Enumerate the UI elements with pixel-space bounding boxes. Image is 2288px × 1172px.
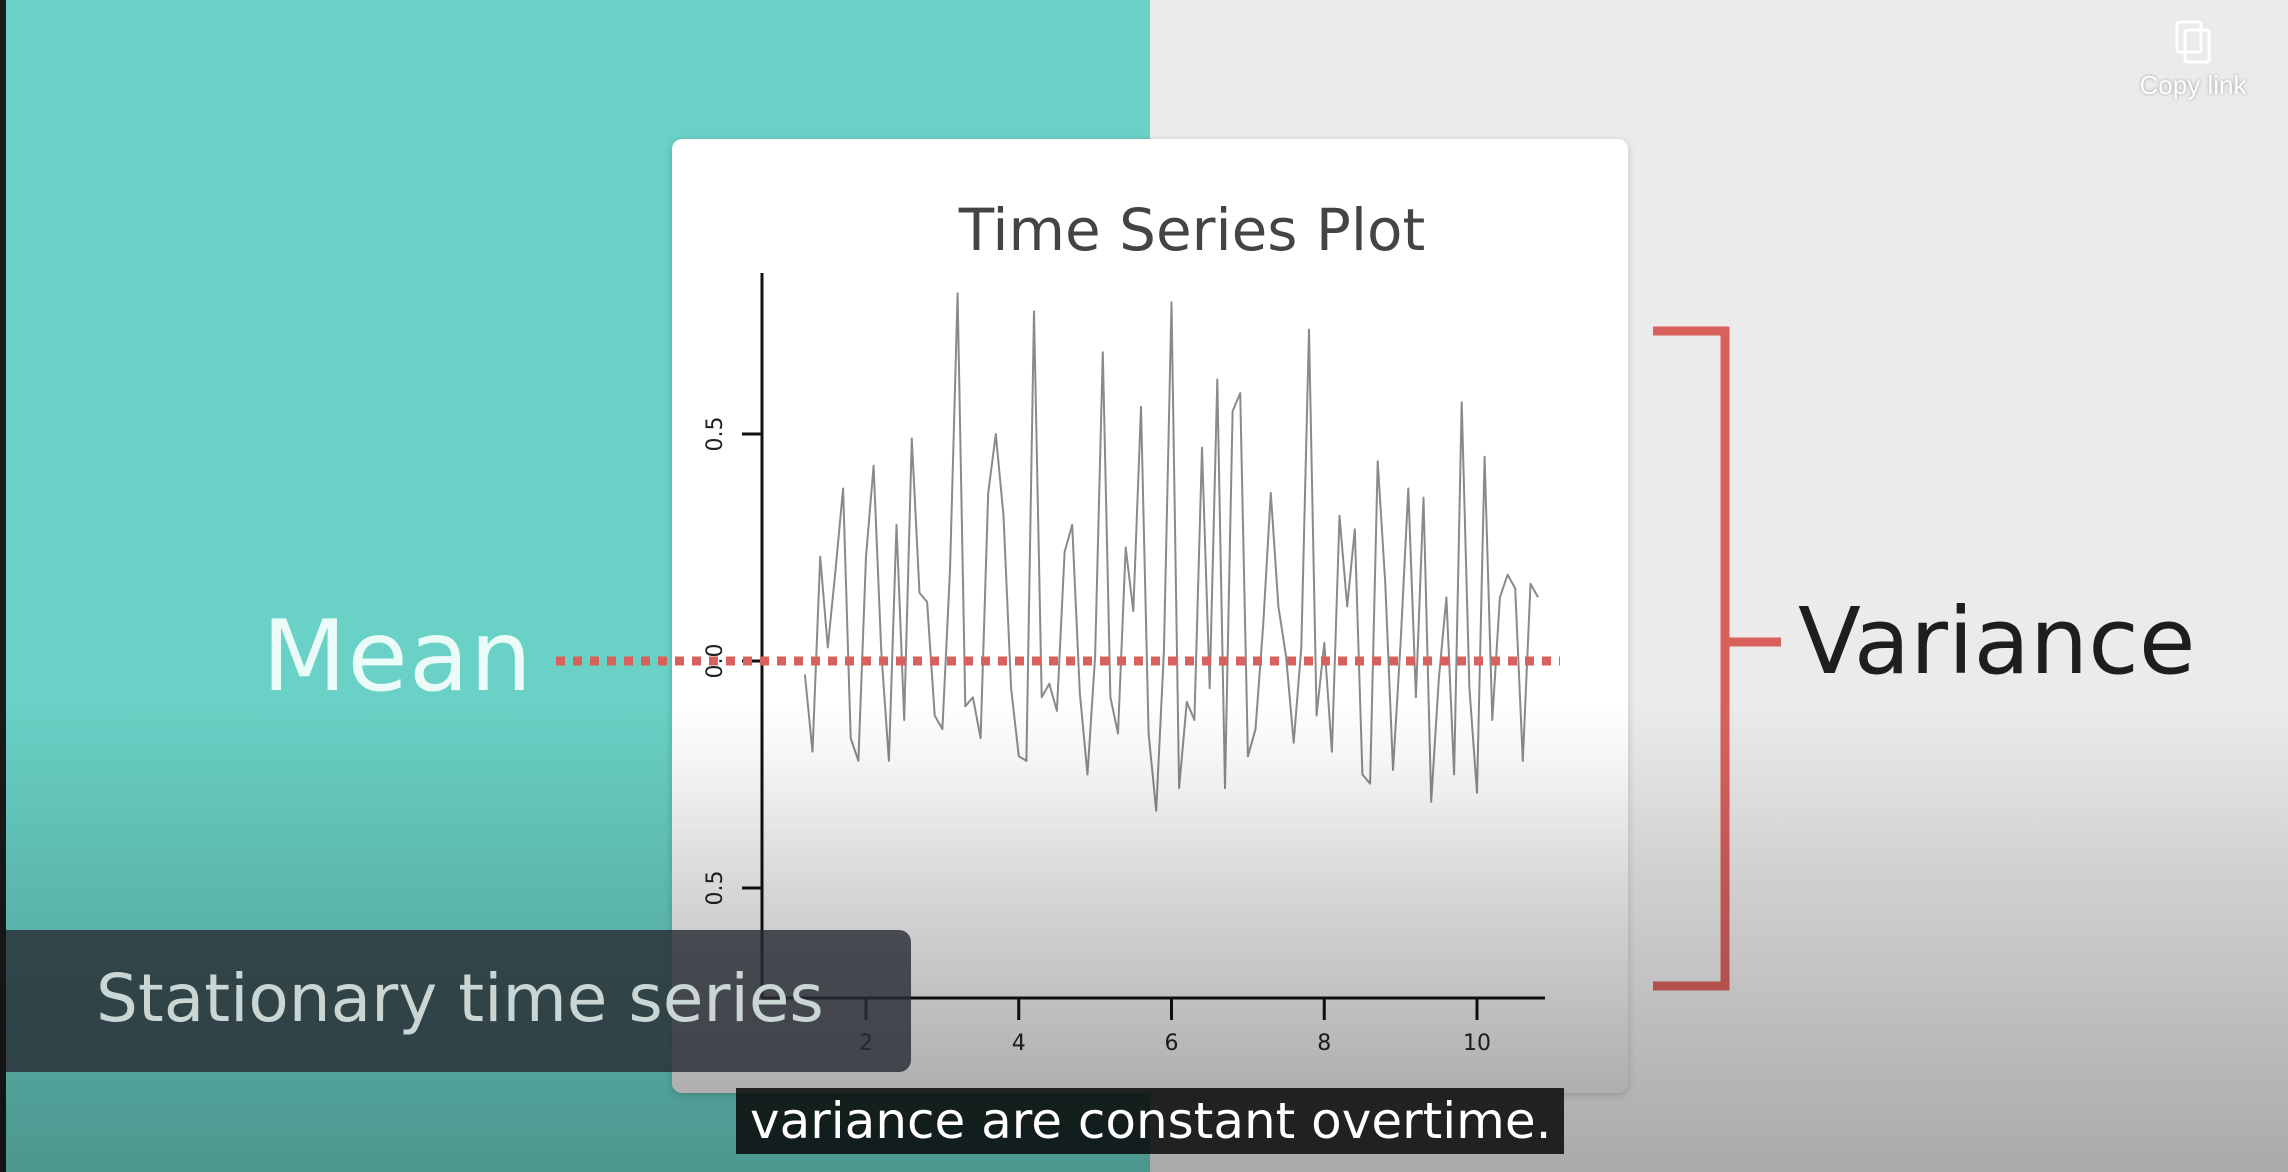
variance-label: Variance — [1798, 588, 2196, 695]
chart-series — [803, 292, 1539, 812]
subtitle-box: variance are constant overtime. — [736, 1088, 1564, 1154]
x-tick-label: 6 — [1165, 1031, 1179, 1056]
variance-bracket — [1653, 326, 1781, 991]
caption-text: Stationary time series — [96, 960, 824, 1037]
copy-link-button[interactable]: Copy link — [2128, 20, 2258, 120]
subtitle-text: variance are constant overtime. — [750, 1092, 1552, 1150]
series-line — [803, 292, 1539, 812]
copy-icon — [2173, 20, 2213, 66]
chart-title: Time Series Plot — [958, 196, 1426, 264]
y-tick-label: 0.5 — [703, 871, 728, 906]
x-tick-label: 8 — [1317, 1031, 1331, 1056]
frame-left-edge — [0, 0, 6, 1172]
x-tick-label: 4 — [1012, 1031, 1026, 1056]
x-tick-label: 10 — [1463, 1031, 1491, 1056]
y-tick-label: 0.5 — [703, 417, 728, 452]
mean-label: Mean — [262, 600, 534, 714]
copy-link-label: Copy link — [2139, 70, 2247, 100]
caption-banner: Stationary time series — [6, 930, 911, 1072]
